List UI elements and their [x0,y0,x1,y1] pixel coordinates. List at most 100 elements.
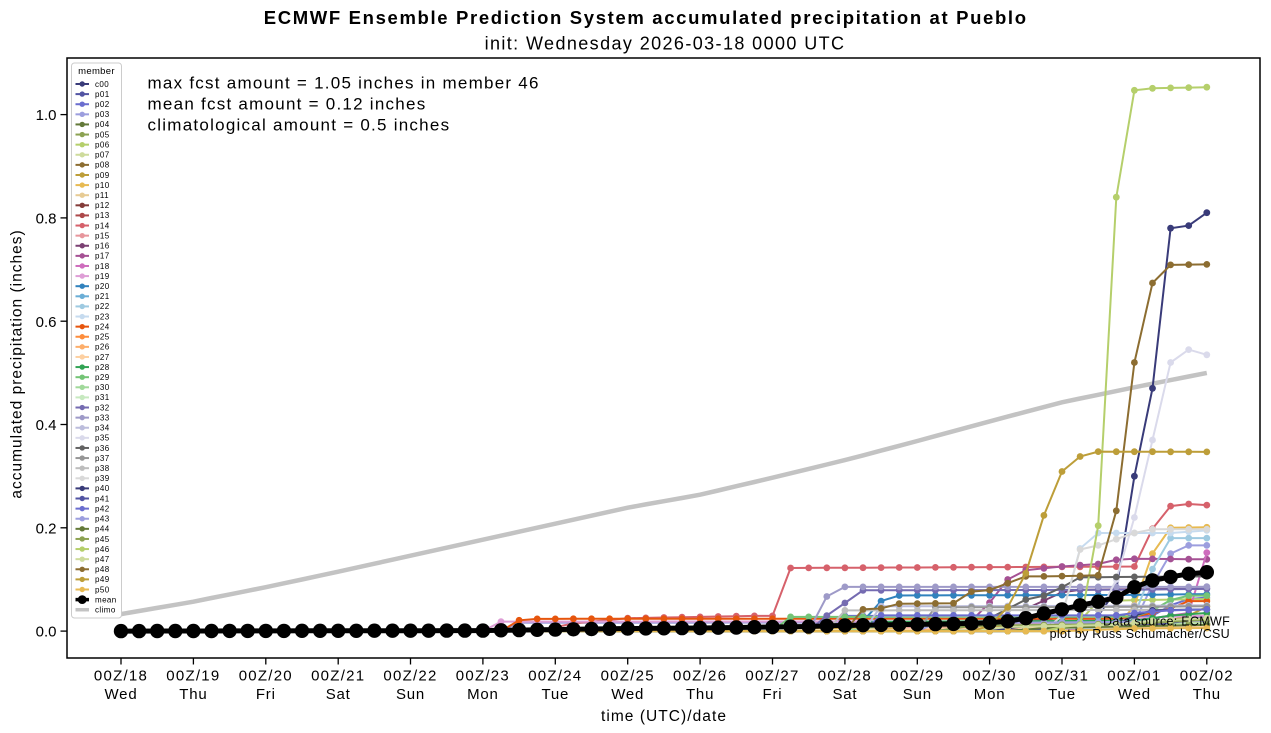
svg-text:0.2: 0.2 [36,520,57,537]
svg-text:00Z/30: 00Z/30 [962,668,1016,685]
svg-text:Sat: Sat [326,686,351,703]
svg-text:p14: p14 [95,221,110,230]
svg-text:p16: p16 [95,242,110,251]
svg-text:p02: p02 [95,100,110,109]
svg-text:p18: p18 [95,262,110,271]
svg-text:climo: climo [95,606,116,615]
svg-text:00Z/26: 00Z/26 [673,668,727,685]
svg-text:Fri: Fri [763,686,783,703]
svg-text:p26: p26 [95,343,110,352]
svg-text:0.0: 0.0 [36,624,57,641]
svg-text:p37: p37 [95,454,110,463]
svg-text:p48: p48 [95,565,110,574]
svg-text:p08: p08 [95,161,110,170]
svg-text:00Z/21: 00Z/21 [311,668,365,685]
svg-text:p41: p41 [95,494,110,503]
svg-text:p07: p07 [95,151,110,160]
svg-text:p35: p35 [95,434,110,443]
svg-text:p17: p17 [95,252,110,261]
svg-text:00Z/23: 00Z/23 [456,668,510,685]
svg-text:Data source: ECMWF: Data source: ECMWF [1103,615,1230,629]
svg-text:p39: p39 [95,474,110,483]
svg-text:p24: p24 [95,322,110,331]
svg-text:p31: p31 [95,393,110,402]
svg-text:p10: p10 [95,181,110,190]
svg-text:00Z/18: 00Z/18 [94,668,148,685]
svg-text:p44: p44 [95,525,110,534]
svg-text:p47: p47 [95,555,110,564]
svg-text:00Z/01: 00Z/01 [1107,668,1161,685]
svg-text:00Z/19: 00Z/19 [166,668,220,685]
svg-text:00Z/31: 00Z/31 [1035,668,1089,685]
svg-text:1.0: 1.0 [36,107,57,124]
svg-text:c00: c00 [95,80,109,89]
svg-text:00Z/20: 00Z/20 [239,668,293,685]
svg-text:p50: p50 [95,585,110,594]
svg-text:00Z/24: 00Z/24 [528,668,582,685]
svg-text:p23: p23 [95,312,110,321]
svg-text:Wed: Wed [105,686,138,703]
svg-text:Tue: Tue [1048,686,1076,703]
svg-text:Tue: Tue [541,686,569,703]
svg-text:Wed: Wed [1118,686,1151,703]
svg-text:Thu: Thu [686,686,714,703]
svg-text:p05: p05 [95,130,110,139]
svg-text:0.4: 0.4 [36,417,57,434]
svg-text:p29: p29 [95,373,110,382]
svg-text:p06: p06 [95,140,110,149]
svg-text:p32: p32 [95,403,110,412]
svg-text:p45: p45 [95,535,110,544]
svg-text:00Z/22: 00Z/22 [383,668,437,685]
svg-text:member: member [78,66,115,77]
svg-text:p19: p19 [95,272,110,281]
svg-text:time (UTC)/date: time (UTC)/date [601,708,727,725]
svg-text:p21: p21 [95,292,110,301]
svg-text:mean fcst amount = 0.12 inches: mean fcst amount = 0.12 inches [148,95,427,114]
svg-text:Sat: Sat [832,686,857,703]
svg-text:p43: p43 [95,515,110,524]
svg-text:plot by Russ Schumacher/CSU: plot by Russ Schumacher/CSU [1050,627,1230,641]
svg-text:p15: p15 [95,231,110,240]
svg-text:p42: p42 [95,504,110,513]
svg-text:init: Wednesday 2026-03-18 000: init: Wednesday 2026-03-18 0000 UTC [485,34,846,54]
svg-text:p28: p28 [95,363,110,372]
svg-text:p01: p01 [95,90,110,99]
svg-text:00Z/27: 00Z/27 [745,668,799,685]
svg-text:p03: p03 [95,110,110,119]
svg-text:Mon: Mon [467,686,499,703]
svg-text:p49: p49 [95,575,110,584]
svg-text:p46: p46 [95,545,110,554]
svg-text:max fcst amount = 1.05 inches: max fcst amount = 1.05 inches in member … [148,74,540,93]
svg-text:p11: p11 [95,191,109,200]
svg-text:p34: p34 [95,424,110,433]
svg-text:p13: p13 [95,211,110,220]
svg-text:climatological amount = 0.5 in: climatological amount = 0.5 inches [148,115,451,134]
svg-text:Thu: Thu [179,686,207,703]
svg-text:p38: p38 [95,464,110,473]
svg-text:00Z/25: 00Z/25 [601,668,655,685]
svg-text:p22: p22 [95,302,110,311]
svg-text:Mon: Mon [974,686,1006,703]
svg-text:0.6: 0.6 [36,314,57,331]
svg-text:mean: mean [95,595,117,604]
svg-text:00Z/28: 00Z/28 [818,668,872,685]
svg-text:p12: p12 [95,201,110,210]
svg-text:p36: p36 [95,444,110,453]
svg-text:p33: p33 [95,413,110,422]
svg-text:p30: p30 [95,383,110,392]
svg-text:ECMWF Ensemble Prediction Syst: ECMWF Ensemble Prediction System accumul… [264,7,1028,28]
svg-text:Wed: Wed [611,686,644,703]
svg-text:p09: p09 [95,171,110,180]
svg-text:accumulated precipitation (inc: accumulated precipitation (inches) [9,229,26,498]
svg-text:p40: p40 [95,484,110,493]
svg-text:00Z/29: 00Z/29 [890,668,944,685]
svg-text:p20: p20 [95,282,110,291]
svg-text:Fri: Fri [256,686,276,703]
svg-text:Thu: Thu [1193,686,1221,703]
svg-text:p27: p27 [95,353,110,362]
svg-text:Sun: Sun [903,686,932,703]
svg-text:p25: p25 [95,333,110,342]
svg-text:0.8: 0.8 [36,211,57,228]
svg-text:p04: p04 [95,120,110,129]
svg-text:00Z/02: 00Z/02 [1180,668,1234,685]
